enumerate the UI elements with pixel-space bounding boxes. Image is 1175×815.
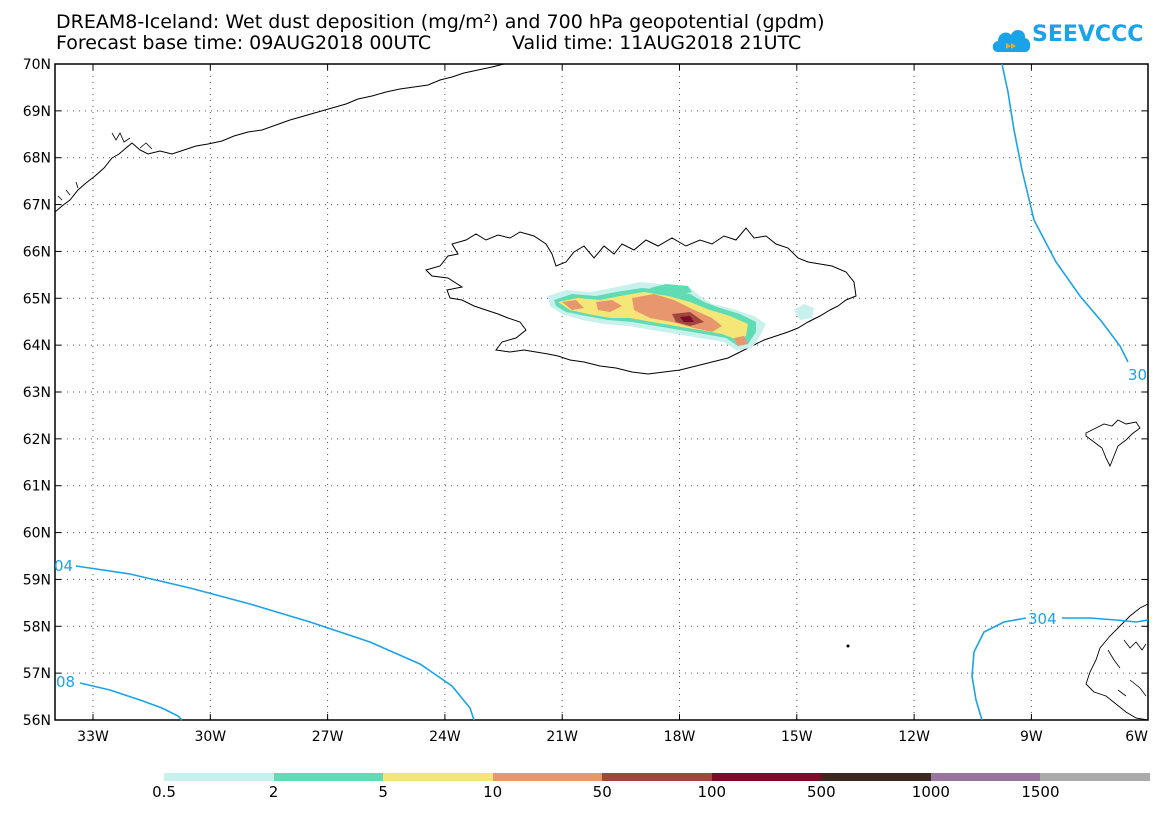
lat-label: 67N — [23, 198, 51, 214]
colorbar-label: 10 — [483, 783, 503, 801]
lat-label: 63N — [23, 385, 51, 401]
colorbar-segment — [602, 773, 713, 781]
lat-label: 61N — [23, 479, 51, 495]
shetland-islands — [1107, 639, 1147, 697]
lon-label: 12W — [898, 729, 930, 745]
colorbar-segment — [1040, 773, 1151, 781]
lon-label: 30W — [194, 729, 226, 745]
scotland-coastline — [1085, 603, 1149, 721]
lat-label: 70N — [23, 57, 51, 73]
colorbar-segment — [711, 773, 822, 781]
colorbar-label: 1000 — [911, 783, 950, 801]
longitude-labels: 33W 30W 27W 24W 21W 18W 15W 12W 9W 6W — [77, 729, 1148, 745]
dust-spot-north — [650, 284, 692, 296]
small-island — [846, 644, 850, 648]
greenland-fjords — [57, 132, 153, 201]
contour-308-southwest — [79, 682, 183, 721]
forecast-times: Forecast base time: 09AUG2018 00UTC Valid… — [56, 32, 801, 54]
lon-label: 15W — [781, 729, 813, 745]
colorbar-label: 100 — [697, 783, 727, 801]
lat-label: 56N — [23, 713, 51, 729]
lat-label: 68N — [23, 151, 51, 167]
lat-label: 57N — [23, 666, 51, 682]
colorbar-segment — [492, 773, 603, 781]
lat-label: 58N — [23, 619, 51, 635]
base-time: Forecast base time: 09AUG2018 00UTC — [56, 32, 432, 54]
lon-label: 27W — [312, 729, 344, 745]
colorbar-segment — [821, 773, 932, 781]
contour-label-304-east: 304 — [1028, 610, 1057, 628]
lat-label: 66N — [23, 244, 51, 260]
geopotential-contours — [75, 63, 1149, 721]
greenland-coastline — [54, 63, 505, 213]
dust-deposition-field — [548, 282, 814, 350]
dust-band-10 — [562, 294, 748, 346]
colorbar-label: 1500 — [1021, 783, 1060, 801]
colorbar — [164, 773, 1151, 781]
contour-label-304-west: 04 — [54, 557, 73, 575]
lat-label: 65N — [23, 291, 51, 307]
lat-label: 64N — [23, 338, 51, 354]
colorbar-label: 2 — [268, 783, 279, 801]
seevccc-logo: SEEVCCC — [990, 18, 1150, 62]
latitude-labels: 70N 69N 68N 67N 66N 65N 64N 63N 62N 61N 60N 59N 58N 5… — [23, 57, 51, 729]
map-title: DREAM8-Iceland: Wet dust deposition (mg/… — [56, 11, 825, 33]
contour-300-east — [1001, 63, 1129, 363]
valid-time: Valid time: 11AUG2018 21UTC — [512, 32, 802, 54]
colorbar-segment — [383, 773, 494, 781]
contour-304-east-segment — [1062, 617, 1149, 623]
lat-label: 60N — [23, 526, 51, 542]
colorbar-label: 0.5 — [152, 783, 176, 801]
logo-text: SEEVCCC — [1032, 22, 1144, 47]
colorbar-label: 5 — [378, 783, 388, 801]
contour-label-308-west: 08 — [56, 673, 75, 691]
lon-label: 9W — [1020, 729, 1043, 745]
colorbar-segment — [273, 773, 384, 781]
lon-label: 21W — [546, 729, 578, 745]
faroe-islands — [1085, 419, 1141, 468]
iceland-coastline — [425, 227, 857, 375]
lat-label: 59N — [23, 572, 51, 588]
colorbar-label: 500 — [807, 783, 836, 801]
contour-304-southwest — [75, 565, 475, 721]
lon-label: 6W — [1125, 729, 1148, 745]
lon-label: 24W — [429, 729, 461, 745]
colorbar-segment — [930, 773, 1041, 781]
contour-label-300-east: 30 — [1128, 366, 1147, 384]
contour-304-southeast — [971, 617, 1027, 721]
dust-band-100 — [680, 316, 694, 322]
cloud-icon — [992, 29, 1031, 52]
lat-label: 62N — [23, 432, 51, 448]
lon-label: 18W — [664, 729, 696, 745]
dust-spot-east — [794, 304, 814, 320]
colorbar-label: 50 — [592, 783, 612, 801]
lon-label: 33W — [77, 729, 109, 745]
colorbar-segment — [164, 773, 275, 781]
lat-label: 69N — [23, 104, 51, 120]
graticule — [55, 64, 1148, 720]
